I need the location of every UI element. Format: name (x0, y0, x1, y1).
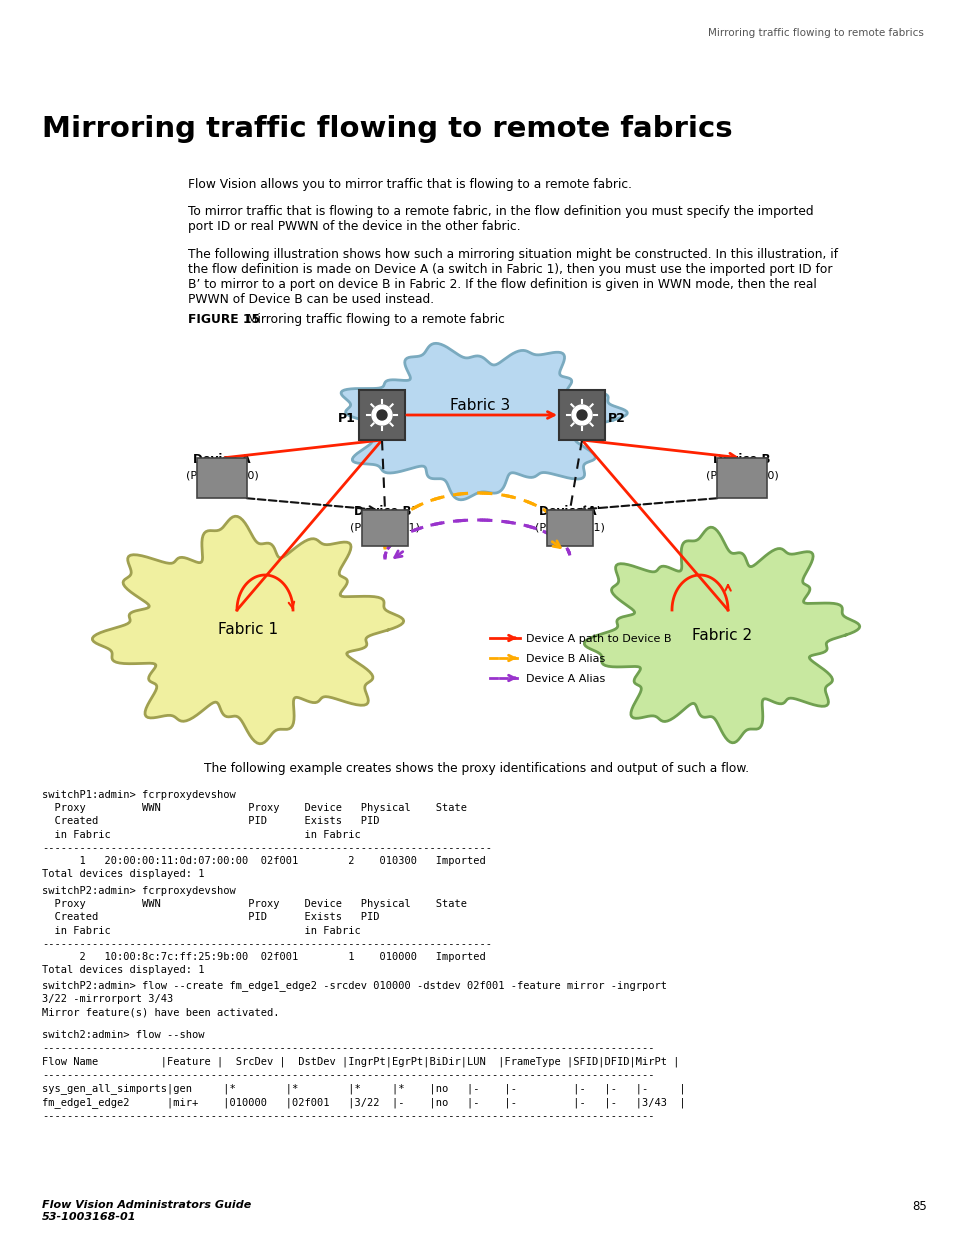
Text: switchP1:admin> fcrproxydevshow
  Proxy         WWN              Proxy    Device: switchP1:admin> fcrproxydevshow Proxy WW… (42, 790, 492, 879)
Text: (PID 010000): (PID 010000) (186, 471, 258, 480)
Circle shape (577, 410, 586, 420)
FancyBboxPatch shape (717, 458, 766, 498)
Text: 85: 85 (911, 1200, 925, 1213)
Polygon shape (584, 527, 859, 742)
Text: Device A path to Device B: Device A path to Device B (525, 634, 671, 643)
Text: (PID 02f001): (PID 02f001) (535, 522, 604, 534)
Text: Flow Vision Administrators Guide: Flow Vision Administrators Guide (42, 1200, 251, 1210)
Text: Device A: Device A (193, 453, 251, 466)
FancyBboxPatch shape (361, 510, 408, 546)
Text: switch2:admin> flow --show
-----------------------------------------------------: switch2:admin> flow --show -------------… (42, 1030, 685, 1121)
Text: Fabric 2: Fabric 2 (691, 627, 751, 642)
Circle shape (372, 405, 392, 425)
Text: 53-1003168-01: 53-1003168-01 (42, 1212, 136, 1221)
FancyBboxPatch shape (358, 390, 405, 440)
Text: Device B': Device B' (355, 505, 416, 517)
Text: FIGURE 15: FIGURE 15 (188, 312, 260, 326)
Text: Mirroring traffic flowing to a remote fabric: Mirroring traffic flowing to a remote fa… (243, 312, 504, 326)
Text: The following illustration shows how such a mirroring situation might be constru: The following illustration shows how suc… (188, 248, 837, 306)
Text: P2: P2 (607, 411, 625, 425)
FancyBboxPatch shape (196, 458, 247, 498)
Polygon shape (92, 516, 403, 743)
Text: Mirroring traffic flowing to remote fabrics: Mirroring traffic flowing to remote fabr… (707, 28, 923, 38)
Text: The following example creates shows the proxy identifications and output of such: The following example creates shows the … (204, 762, 749, 776)
Text: Mirroring traffic flowing to remote fabrics: Mirroring traffic flowing to remote fabr… (42, 115, 732, 143)
Text: Device A': Device A' (538, 505, 600, 517)
Text: Flow Vision allows you to mirror traffic that is flowing to a remote fabric.: Flow Vision allows you to mirror traffic… (188, 178, 631, 191)
Text: (PID 010300): (PID 010300) (705, 471, 778, 480)
Circle shape (572, 405, 592, 425)
Text: Device A Alias: Device A Alias (525, 674, 604, 684)
Text: Fabric 1: Fabric 1 (217, 622, 277, 637)
Text: switchP2:admin> fcrproxydevshow
  Proxy         WWN              Proxy    Device: switchP2:admin> fcrproxydevshow Proxy WW… (42, 885, 492, 976)
Text: Device B: Device B (713, 453, 770, 466)
Text: P1: P1 (337, 411, 355, 425)
Text: (PID 02f001): (PID 02f001) (350, 522, 419, 534)
Text: switchP2:admin> flow --create fm_edge1_edge2 -srcdev 010000 -dstdev 02f001 -feat: switchP2:admin> flow --create fm_edge1_e… (42, 981, 666, 1018)
FancyBboxPatch shape (558, 390, 604, 440)
Text: Device B Alias: Device B Alias (525, 655, 604, 664)
FancyBboxPatch shape (546, 510, 593, 546)
Circle shape (376, 410, 387, 420)
Text: Fabric 3: Fabric 3 (450, 398, 510, 412)
Polygon shape (341, 343, 627, 500)
Text: To mirror traffic that is flowing to a remote fabric, in the flow definition you: To mirror traffic that is flowing to a r… (188, 205, 813, 233)
